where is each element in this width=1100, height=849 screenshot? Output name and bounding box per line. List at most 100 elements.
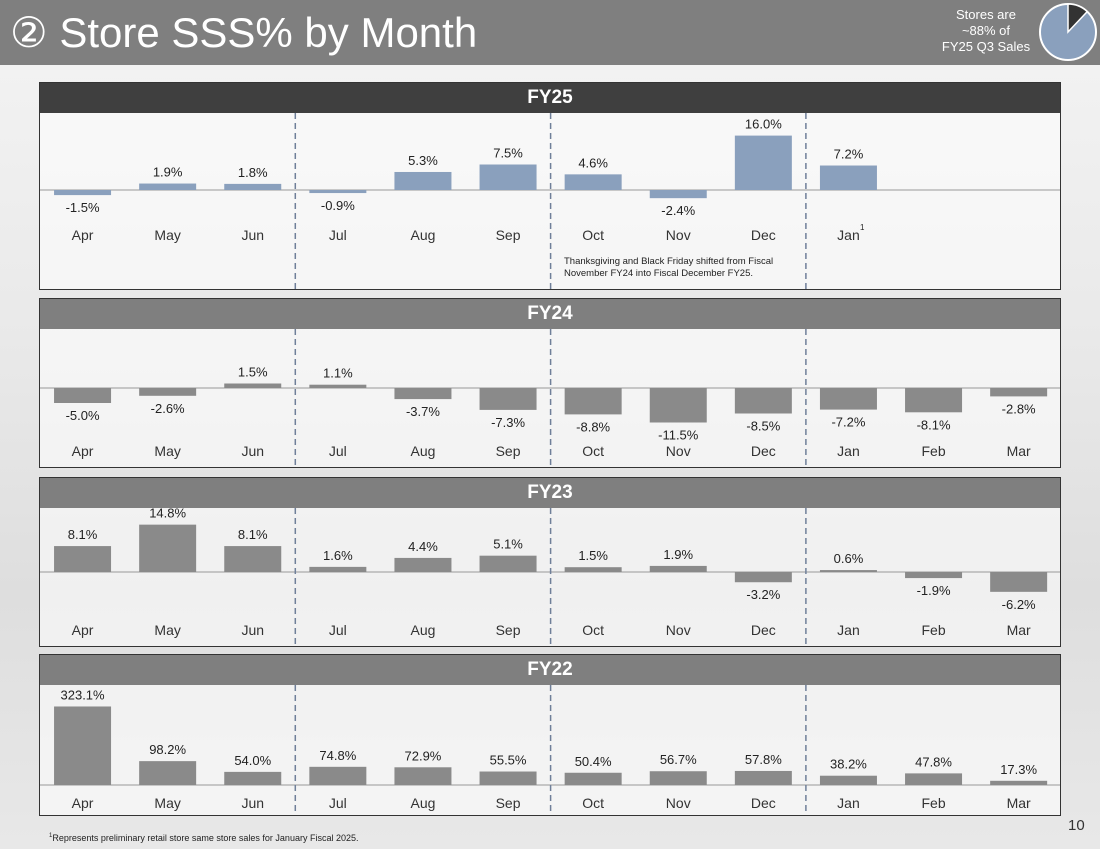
bar: [139, 388, 197, 396]
data-label: 5.1%: [493, 537, 523, 552]
month-label: Apr: [72, 443, 94, 459]
month-label: Feb: [921, 622, 945, 638]
stores-note-line: FY25 Q3 Sales: [941, 39, 1031, 54]
month-label: Oct: [582, 622, 604, 638]
data-label: 0.6%: [834, 551, 864, 566]
month-label: Jun: [241, 443, 264, 459]
month-label: Dec: [751, 622, 776, 638]
bar: [564, 772, 622, 785]
month-label: May: [154, 622, 180, 638]
bar: [139, 183, 197, 190]
bar: [905, 773, 963, 785]
bar: [905, 572, 963, 579]
data-label: 54.0%: [234, 753, 271, 768]
panel-fy22: FY22 323.1% Apr 98.2% May 54.0% Jun 74.8% Jul 72…: [39, 654, 1061, 816]
month-label: Aug: [410, 795, 435, 811]
month-label: Jun: [241, 795, 264, 811]
data-label: 57.8%: [745, 752, 782, 767]
data-label: -1.9%: [917, 583, 951, 598]
month-label: Mar: [1007, 795, 1031, 811]
month-label: May: [154, 795, 180, 811]
data-label: 4.6%: [578, 155, 608, 170]
data-label: 16.0%: [745, 117, 782, 132]
data-label: -8.8%: [576, 419, 610, 434]
bar: [394, 557, 452, 572]
pie-slice-other: [1067, 3, 1089, 34]
month-label: Jul: [329, 443, 347, 459]
bar: [224, 183, 282, 190]
bar: [990, 572, 1048, 592]
bar: [990, 780, 1048, 785]
month-label: Jan: [837, 795, 860, 811]
data-label: 38.2%: [830, 757, 867, 772]
data-label: 5.3%: [408, 153, 438, 168]
panel-fy25: FY25 -1.5% Apr 1.9% May 1.8% Jun -0.9% Jul 5.3% A…: [39, 82, 1061, 290]
month-label: Jan: [837, 622, 860, 638]
bar: [54, 388, 112, 403]
chart-fy22: 323.1% Apr 98.2% May 54.0% Jun 74.8% Jul 72.9% Au…: [40, 685, 1060, 815]
bar: [139, 524, 197, 572]
panel-title: FY22: [40, 655, 1060, 685]
month-label: Oct: [582, 443, 604, 459]
bar: [479, 388, 537, 410]
month-label: Feb: [921, 795, 945, 811]
bar: [734, 135, 792, 190]
footnote: 1Represents preliminary retail store sam…: [49, 833, 358, 843]
footnote-marker: 1: [860, 223, 865, 232]
month-label: Dec: [751, 443, 776, 459]
month-label: Apr: [72, 227, 94, 243]
month-label: Aug: [410, 227, 435, 243]
data-label: 4.4%: [408, 539, 438, 554]
footnote-text: Represents preliminary retail store same…: [52, 833, 359, 843]
data-label: 74.8%: [319, 748, 356, 763]
data-label: 1.8%: [238, 165, 268, 180]
data-label: -2.4%: [661, 203, 695, 218]
panel-fy23: FY23 8.1% Apr 14.8% May 8.1% Jun 1.6% Jul 4.4% Au…: [39, 477, 1061, 647]
data-label: 7.2%: [834, 147, 864, 162]
month-label: Nov: [666, 443, 691, 459]
data-label: 56.7%: [660, 752, 697, 767]
title-bar: ② Store SSS% by Month Stores are ~88% of…: [0, 0, 1100, 65]
bar: [649, 565, 707, 572]
month-label: Oct: [582, 795, 604, 811]
month-label: Oct: [582, 227, 604, 243]
bar: [649, 771, 707, 785]
month-label: Sep: [496, 443, 521, 459]
month-label: Jul: [329, 227, 347, 243]
bar: [309, 766, 367, 785]
bar: [394, 767, 452, 785]
bar: [54, 546, 112, 572]
bar: [819, 165, 877, 190]
month-label: Nov: [666, 622, 691, 638]
bar: [479, 771, 537, 785]
data-label: -2.6%: [151, 401, 185, 416]
stores-note-line: Stores are: [956, 7, 1016, 22]
month-label: Nov: [666, 795, 691, 811]
bar: [479, 164, 537, 190]
panel-fy24: FY24 -5.0% Apr -2.6% May 1.5% Jun 1.1% Jul -3.7%…: [39, 298, 1061, 468]
bar: [734, 388, 792, 414]
month-label: May: [154, 443, 180, 459]
month-label: Jan: [837, 443, 860, 459]
month-label: Jul: [329, 795, 347, 811]
data-label: 98.2%: [149, 742, 186, 757]
month-label: Dec: [751, 227, 776, 243]
month-label: Sep: [496, 227, 521, 243]
bar: [54, 706, 112, 785]
bar: [819, 775, 877, 785]
data-label: 17.3%: [1000, 762, 1037, 777]
data-label: -8.5%: [746, 419, 780, 434]
bar: [139, 761, 197, 785]
chart-fy25: -1.5% Apr 1.9% May 1.8% Jun -0.9% Jul 5.3% Aug 7.5…: [40, 113, 1060, 289]
month-label: Aug: [410, 443, 435, 459]
month-label: Aug: [410, 622, 435, 638]
bar: [734, 572, 792, 583]
month-label: Feb: [921, 443, 945, 459]
panel-title: FY25: [40, 83, 1060, 113]
data-label: -5.0%: [66, 408, 100, 423]
data-label: 47.8%: [915, 754, 952, 769]
data-label: 7.5%: [493, 146, 523, 161]
data-label: 323.1%: [61, 687, 106, 702]
data-label: 1.6%: [323, 548, 353, 563]
month-label: Apr: [72, 622, 94, 638]
